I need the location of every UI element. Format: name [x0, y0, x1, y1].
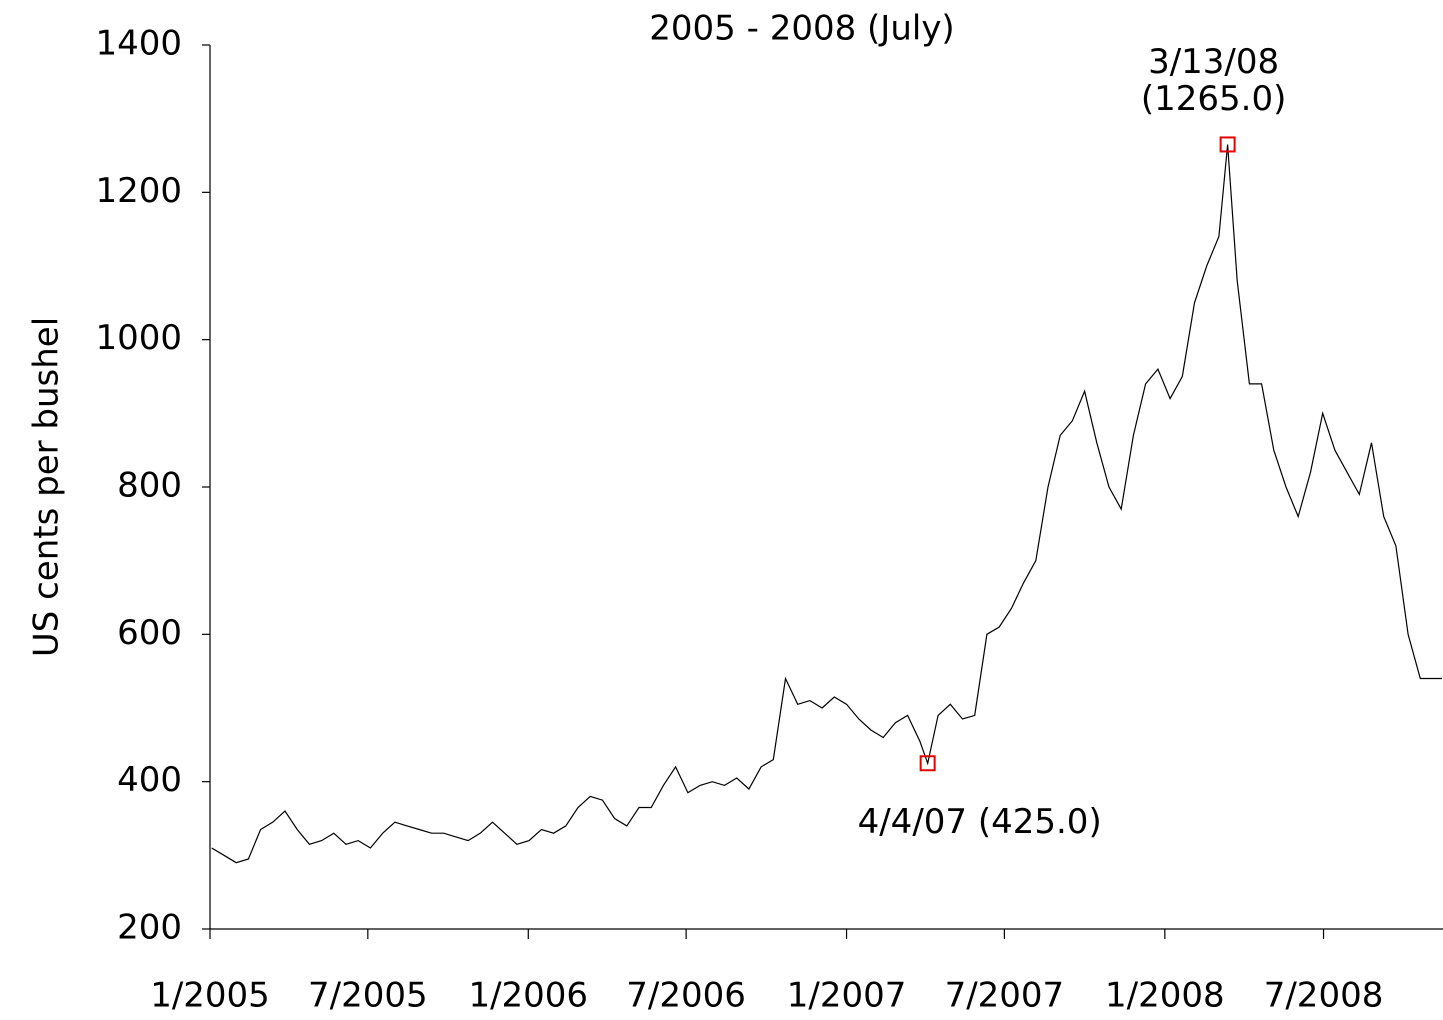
y-tick-label: 600 — [117, 613, 182, 653]
annotation-marker — [919, 755, 936, 772]
y-tick-label: 400 — [117, 760, 182, 800]
x-tick-label: 1/2007 — [787, 976, 907, 1016]
annotation-text: (1265.0) — [1141, 79, 1287, 119]
y-tick-label: 200 — [117, 908, 182, 948]
x-tick-label: 1/2008 — [1105, 976, 1225, 1016]
y-tick-label: 800 — [117, 466, 182, 506]
annotation-marker — [1219, 136, 1236, 153]
y-tick-label: 1200 — [95, 171, 182, 211]
x-tick-label: 7/2005 — [308, 976, 428, 1016]
annotation-text: 4/4/07 (425.0) — [858, 802, 1102, 842]
y-tick-label: 1000 — [95, 318, 182, 358]
y-tick-label: 1400 — [95, 24, 182, 64]
chart-title: 2005 - 2008 (July) — [649, 9, 954, 49]
x-tick-label: 7/2006 — [626, 976, 746, 1016]
annotation-text: 3/13/08 — [1148, 42, 1279, 82]
x-tick-label: 7/2007 — [945, 976, 1065, 1016]
x-tick-label: 1/2006 — [468, 976, 588, 1016]
x-tick-label: 7/2008 — [1264, 976, 1384, 1016]
price-line — [211, 144, 1443, 864]
x-tick-label: 1/2005 — [150, 976, 270, 1016]
y-axis-label: US cents per bushel — [27, 317, 67, 657]
